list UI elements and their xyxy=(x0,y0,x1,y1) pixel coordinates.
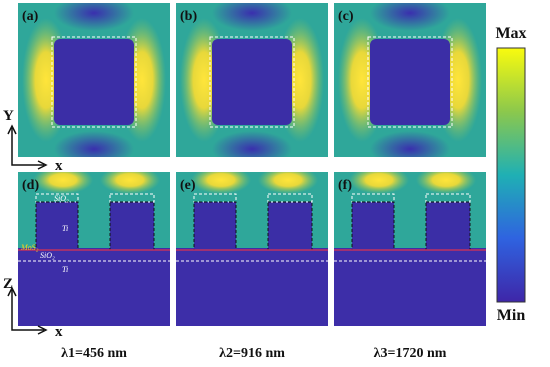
material-label: SiO₂ xyxy=(54,194,69,203)
wavelength-label: λ3=1720 nm xyxy=(374,346,447,361)
colorbar-min: Min xyxy=(497,307,526,324)
panel-label: (a) xyxy=(22,9,39,24)
material-label: SiO₂ xyxy=(40,251,55,260)
axis-label: x xyxy=(55,324,63,340)
panel-label: (d) xyxy=(22,178,39,193)
material-label: MoS₂ xyxy=(20,243,39,252)
material-label: Ti xyxy=(62,224,68,233)
wavelength-label: λ1=456 nm xyxy=(61,346,127,361)
material-label: Ti xyxy=(62,265,68,274)
panel-label: (b) xyxy=(180,9,197,24)
axis-label: x xyxy=(55,158,63,174)
colorbar-max: Max xyxy=(495,25,526,42)
panel-label: (c) xyxy=(338,9,354,24)
colorbar xyxy=(496,47,526,303)
panel-label: (e) xyxy=(180,178,196,193)
axis-label: Z xyxy=(3,276,13,292)
panel-label: (f) xyxy=(338,178,352,193)
axis-indicator xyxy=(7,124,48,335)
wavelength-label: λ2=916 nm xyxy=(219,346,285,361)
axis-label: Y xyxy=(3,108,14,124)
